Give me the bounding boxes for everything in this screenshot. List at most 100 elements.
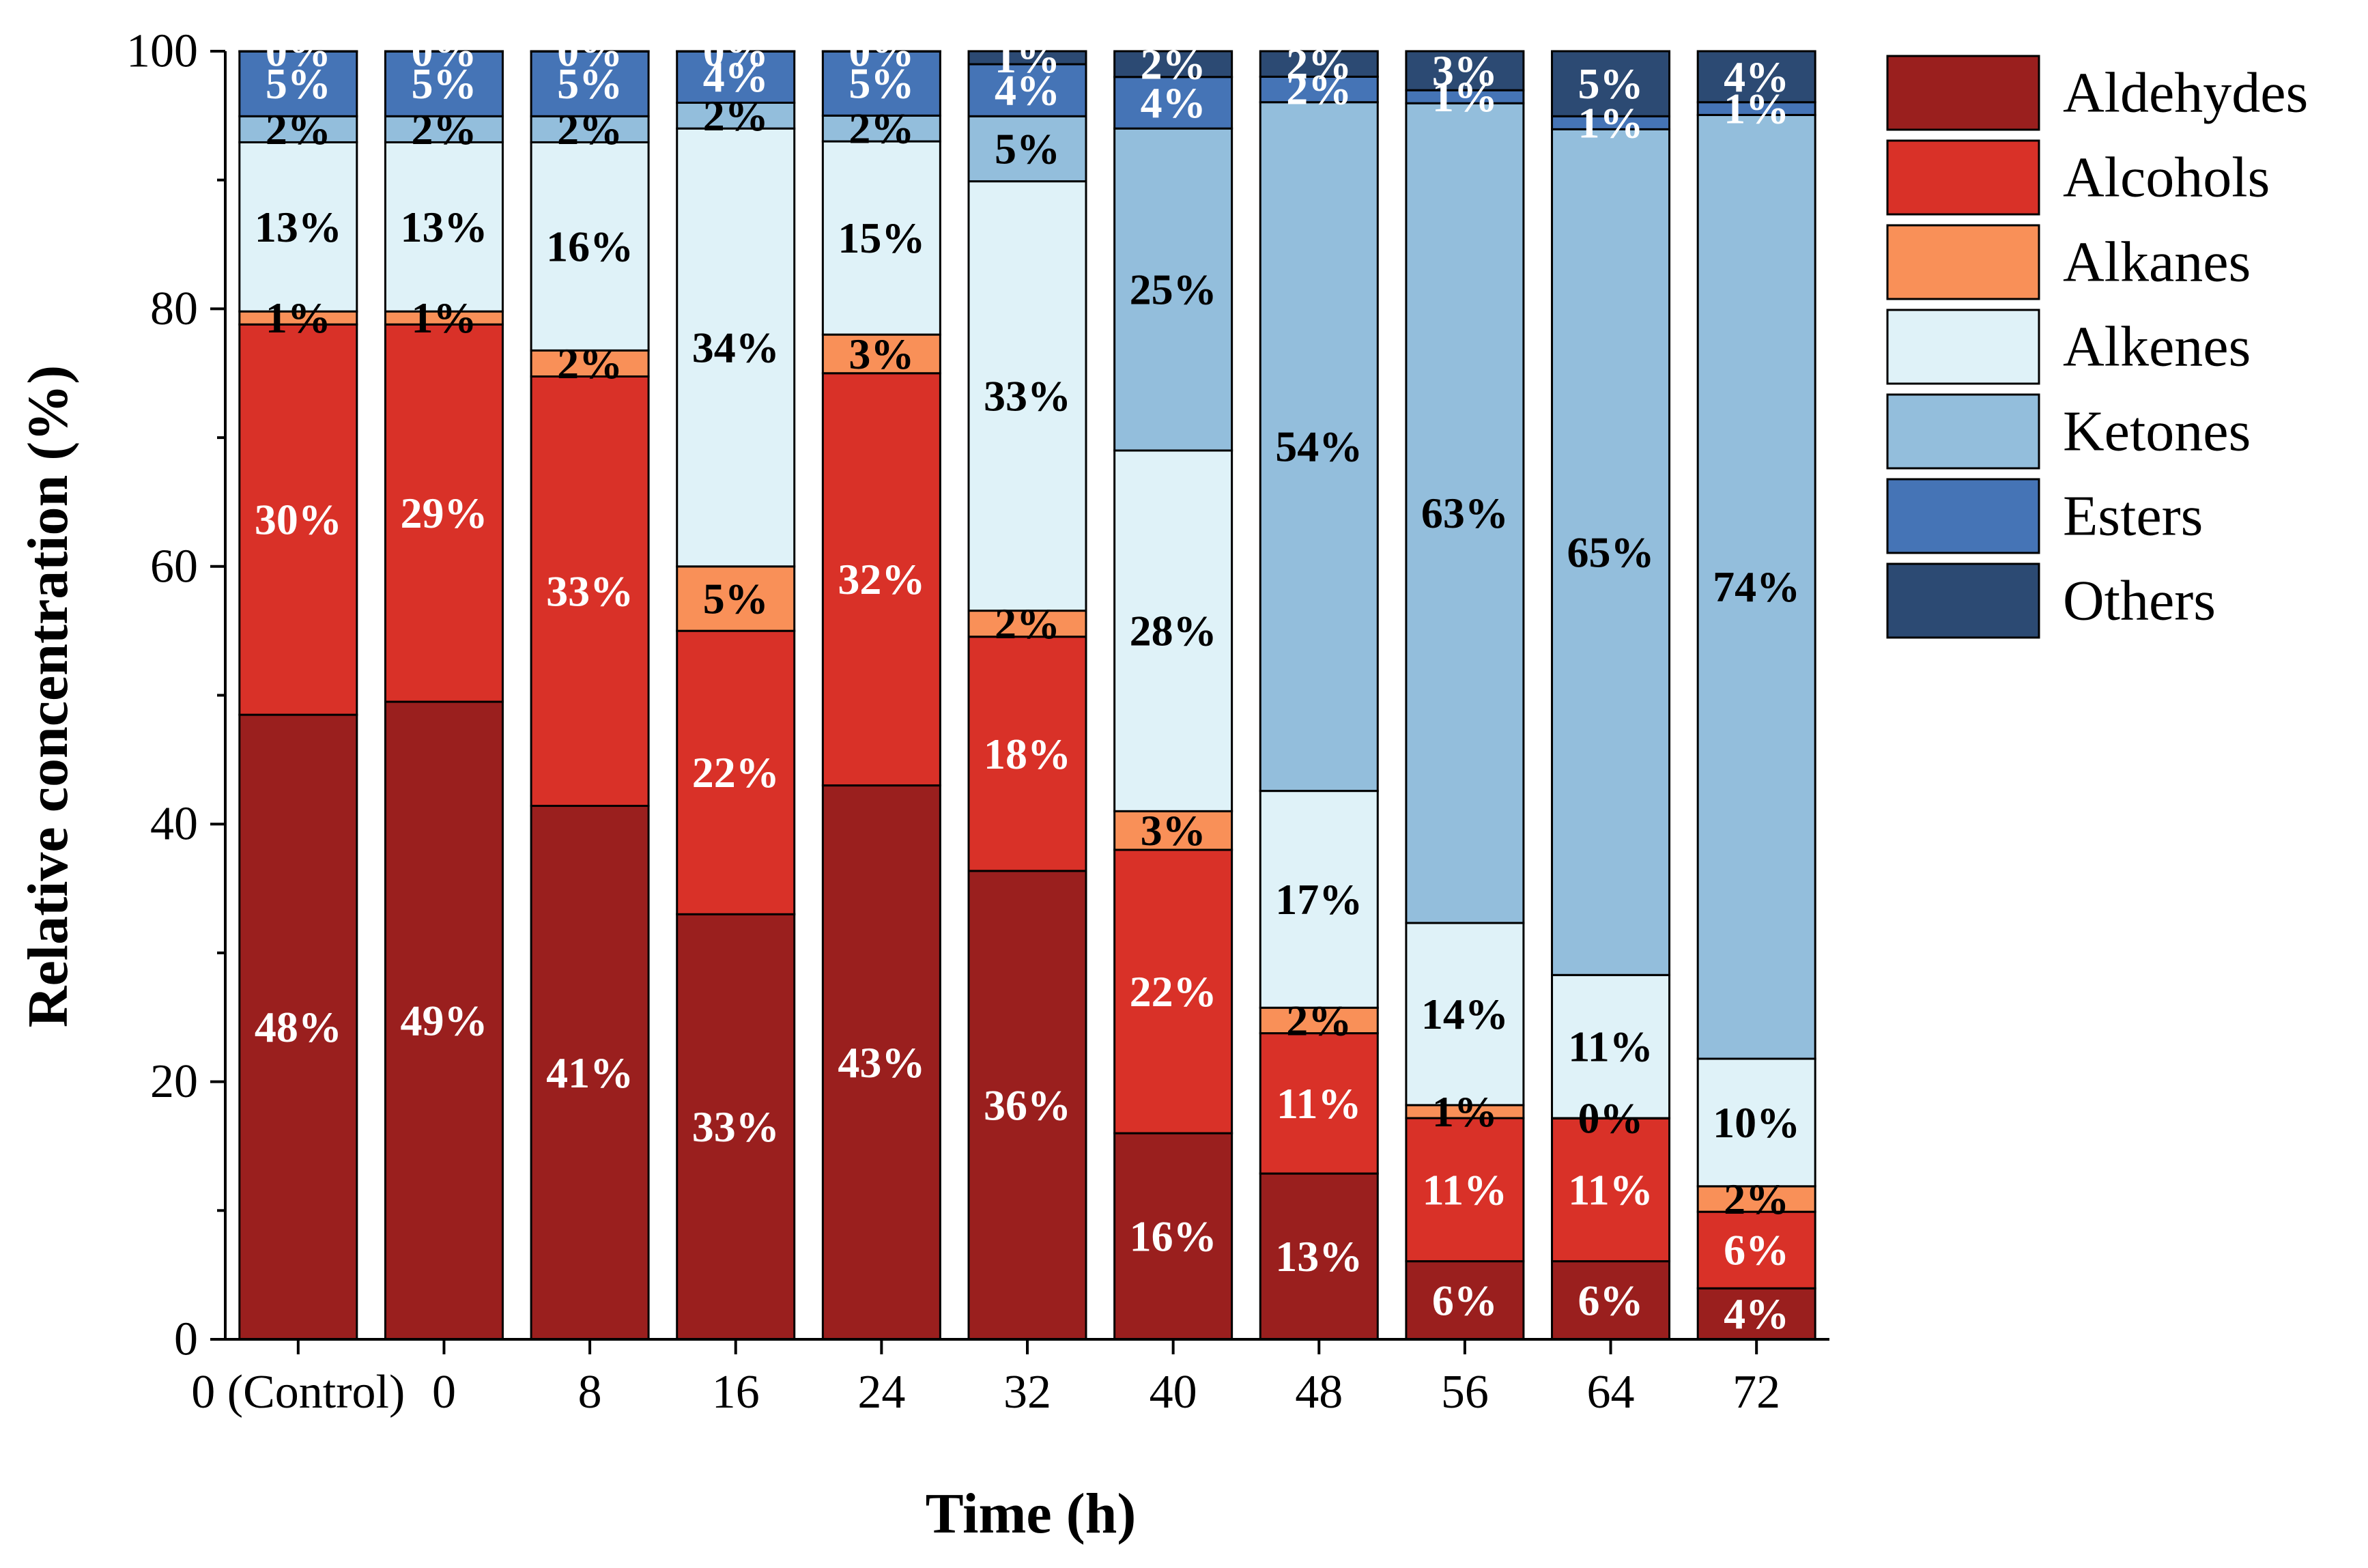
segment-label-aldehydes-1: 49% <box>400 997 487 1045</box>
segment-label-others-3: 0% <box>703 27 769 76</box>
segment-label-aldehydes-7: 13% <box>1275 1232 1363 1281</box>
segment-label-alkenes-4: 15% <box>838 214 925 262</box>
bar-segment-alcohols-1 <box>384 323 504 703</box>
segment-label-esters-5: 4% <box>995 66 1060 115</box>
bar-segment-alkenes-5 <box>967 180 1087 612</box>
segment-label-alkanes-10: 2% <box>1724 1175 1789 1223</box>
segment-label-others-1: 0% <box>411 27 476 76</box>
segment-label-esters-6: 4% <box>1141 79 1206 127</box>
segment-label-alkenes-9: 11% <box>1568 1023 1653 1071</box>
segment-label-ketones-4: 2% <box>848 104 914 153</box>
segment-label-others-10: 4% <box>1724 53 1789 101</box>
segment-label-ketones-9: 65% <box>1567 528 1655 576</box>
bar-segment-others-10 <box>1696 50 1816 104</box>
bar-segment-aldehydes-10 <box>1696 1287 1816 1341</box>
segment-label-alcohols-8: 11% <box>1423 1165 1507 1214</box>
bars-layer <box>238 50 1816 1341</box>
segment-label-others-0: 0% <box>266 27 331 76</box>
bar-segment-alkenes-0 <box>238 141 358 313</box>
segment-label-ketones-2: 2% <box>557 105 623 154</box>
legend: Aldehydes Alcohols Alkanes Alkenes Ketones Es… <box>1886 55 2308 639</box>
bar-segment-aldehydes-5 <box>967 870 1087 1341</box>
segment-label-alcohols-4: 32% <box>838 555 925 603</box>
segment-label-alcohols-1: 29% <box>400 489 487 537</box>
segment-label-ketones-8: 63% <box>1421 489 1509 537</box>
legend-swatch-others <box>1886 562 2040 639</box>
segment-label-others-9: 5% <box>1578 59 1644 108</box>
segment-label-ketones-0: 2% <box>266 105 331 154</box>
segment-label-ketones-3: 2% <box>703 91 769 140</box>
segment-label-alkenes-10: 10% <box>1713 1098 1800 1147</box>
x-tick-label-4: 24 <box>857 1366 905 1419</box>
segment-label-aldehydes-0: 48% <box>255 1003 342 1051</box>
segment-label-alkanes-0: 1% <box>266 294 331 342</box>
segment-label-ketones-7: 54% <box>1275 423 1363 471</box>
segment-label-aldehydes-10: 4% <box>1724 1289 1789 1338</box>
bar-segment-others-6 <box>1113 50 1233 79</box>
bar-segment-alcohols-4 <box>821 372 941 787</box>
segment-label-esters-4: 5% <box>848 59 914 108</box>
bar-segment-alcohols-2 <box>530 375 650 808</box>
bar-segment-ketones-9 <box>1551 128 1671 976</box>
legend-swatch-alkanes <box>1886 224 2040 300</box>
segment-label-esters-0: 5% <box>266 59 331 108</box>
segment-label-esters-3: 4% <box>703 53 769 101</box>
bar-segment-others-2 <box>530 50 650 53</box>
bar-segment-alkenes-8 <box>1405 922 1525 1107</box>
segment-label-alkenes-0: 13% <box>255 203 342 251</box>
bar-segment-alkanes-6 <box>1113 810 1233 851</box>
bar-segment-ketones-7 <box>1259 101 1379 793</box>
bar-segment-ketones-8 <box>1405 102 1525 924</box>
segment-label-others-4: 0% <box>848 27 914 76</box>
segment-label-alcohols-10: 6% <box>1724 1226 1789 1274</box>
segment-label-alkenes-5: 33% <box>984 372 1071 420</box>
segment-label-ketones-1: 2% <box>411 105 476 154</box>
bar-segment-alkenes-3 <box>676 127 796 568</box>
segment-label-esters-1: 5% <box>411 59 476 108</box>
legend-swatch-esters <box>1886 478 2040 554</box>
segment-label-alcohols-6: 22% <box>1130 967 1217 1016</box>
segment-label-alkenes-8: 14% <box>1421 990 1509 1038</box>
y-tick-label-100: 100 <box>126 25 198 78</box>
bar-segment-esters-3 <box>676 50 796 104</box>
legend-label-others: Others <box>2063 569 2216 633</box>
x-tick-label-2: 8 <box>578 1366 602 1419</box>
segment-label-alkenes-7: 17% <box>1275 875 1363 924</box>
bar-segment-alkenes-7 <box>1259 790 1379 1009</box>
bar-segment-others-8 <box>1405 50 1525 91</box>
segment-label-esters-2: 5% <box>557 59 623 108</box>
legend-label-aldehydes: Aldehydes <box>2063 61 2308 125</box>
y-tick-label-60: 60 <box>150 540 198 593</box>
segment-label-aldehydes-8: 6% <box>1432 1276 1498 1324</box>
bar-segment-others-4 <box>821 50 941 53</box>
segment-label-ketones-5: 5% <box>995 124 1060 173</box>
segment-labels-layer: 48%30%1%13%2%5%0%49%29%1%13%2%5%0%41%33%… <box>255 27 1800 1339</box>
bar-segment-ketones-0 <box>238 115 358 143</box>
legend-swatch-alcohols <box>1886 139 2040 216</box>
bar-segment-ketones-10 <box>1696 113 1816 1060</box>
bar-segment-alkanes-7 <box>1259 1006 1379 1035</box>
bar-segment-alcohols-7 <box>1259 1032 1379 1175</box>
segment-label-esters-8: 1% <box>1432 72 1498 121</box>
segment-label-alcohols-2: 33% <box>546 567 633 616</box>
segment-label-alcohols-9: 11% <box>1568 1165 1653 1214</box>
segment-label-alkanes-9: 0% <box>1578 1094 1644 1142</box>
segment-label-ketones-6: 25% <box>1130 266 1217 314</box>
bar-segment-others-9 <box>1551 50 1671 117</box>
bar-segment-aldehydes-7 <box>1259 1172 1379 1341</box>
y-tick-label-20: 20 <box>150 1055 198 1108</box>
segment-label-alkanes-8: 1% <box>1432 1087 1498 1136</box>
bar-segment-aldehydes-8 <box>1405 1260 1525 1341</box>
bar-segment-alcohols-5 <box>967 636 1087 872</box>
segment-label-aldehydes-4: 43% <box>838 1038 925 1087</box>
x-tick-label-6: 40 <box>1150 1366 1197 1419</box>
bar-segment-alkenes-1 <box>384 141 504 313</box>
x-tick-label-8: 56 <box>1441 1366 1489 1419</box>
segment-label-esters-9: 1% <box>1578 98 1644 147</box>
bar-segment-others-5 <box>967 50 1087 66</box>
x-tick-label-9: 64 <box>1587 1366 1635 1419</box>
x-tick-label-7: 48 <box>1295 1366 1343 1419</box>
segment-label-esters-7: 2% <box>1286 66 1352 114</box>
bar-segment-aldehydes-0 <box>238 713 358 1341</box>
